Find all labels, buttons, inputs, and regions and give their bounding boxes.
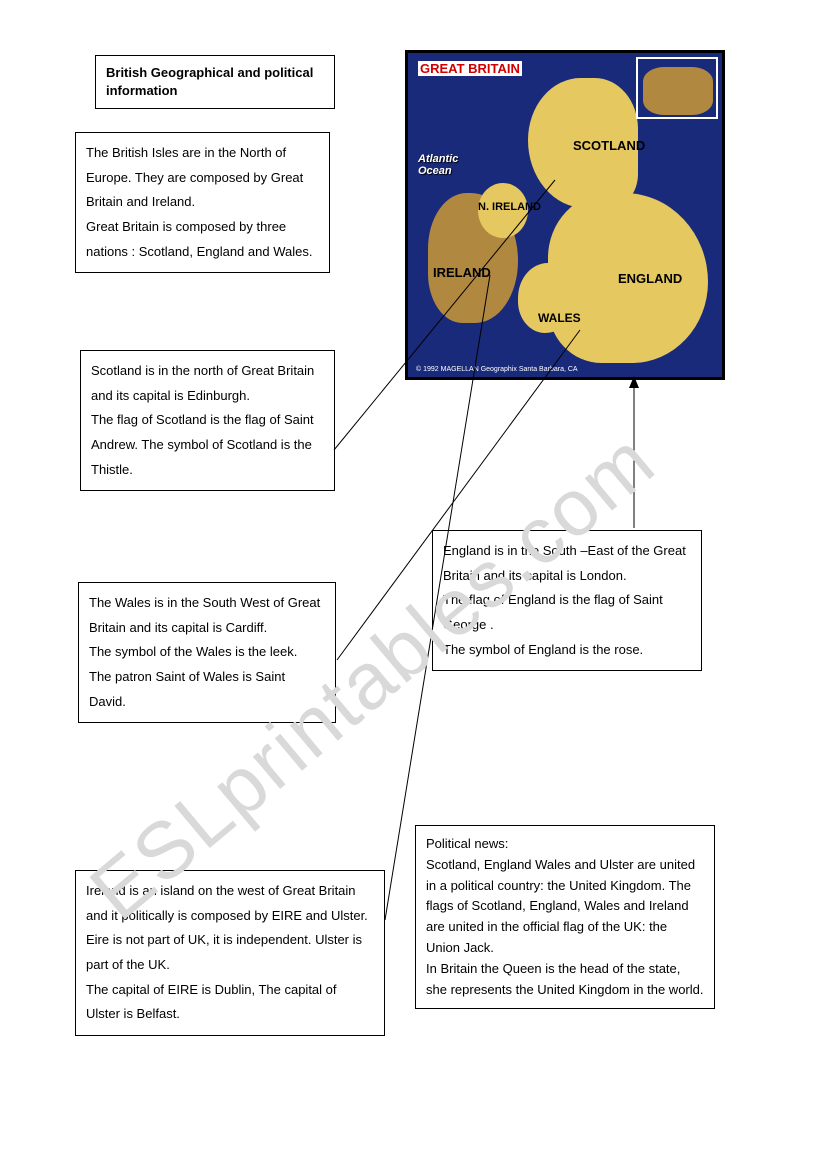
wales-box: The Wales is in the South West of Great … (78, 582, 336, 723)
british-isles-box: The British Isles are in the North of Eu… (75, 132, 330, 273)
map-box: GREAT BRITAIN Atlantic Ocean SCOTLAND N.… (405, 50, 725, 380)
map-wales-label: WALES (538, 311, 581, 325)
map-credit: © 1992 MAGELLAN Geographix Santa Barbara… (416, 366, 578, 373)
map-ireland-label: IRELAND (433, 265, 491, 280)
england-box: England is in the South –East of the Gre… (432, 530, 702, 671)
map-title-label: GREAT BRITAIN (418, 61, 522, 76)
map-ocean-label: Atlantic Ocean (418, 153, 458, 177)
map-inset-land (643, 67, 713, 115)
scotland-box: Scotland is in the north of Great Britai… (80, 350, 335, 491)
worksheet-title: British Geographical and political infor… (106, 65, 313, 98)
map-inset-europe (636, 57, 718, 119)
worksheet-page: British Geographical and political infor… (0, 0, 821, 1169)
map-england-label: ENGLAND (618, 271, 682, 286)
political-box: Political news: Scotland, England Wales … (415, 825, 715, 1009)
political-title: Political news: (426, 836, 508, 851)
title-box: British Geographical and political infor… (95, 55, 335, 109)
map-scotland-label: SCOTLAND (573, 138, 645, 153)
map-inner: GREAT BRITAIN Atlantic Ocean SCOTLAND N.… (408, 53, 722, 377)
map-nireland-label: N. IRELAND (478, 201, 541, 213)
political-body: Scotland, England Wales and Ulster are u… (426, 857, 704, 997)
ireland-box: Ireland is an island on the west of Grea… (75, 870, 385, 1036)
